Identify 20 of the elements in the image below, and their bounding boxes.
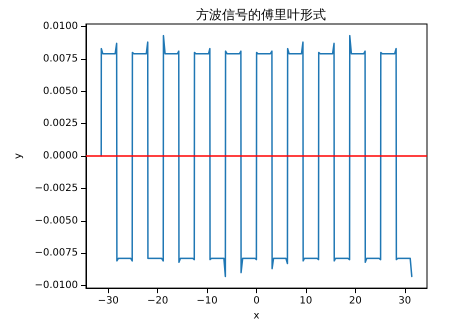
x-tick-label: 10 — [300, 296, 312, 307]
y-tick-label: 0.0100 — [43, 21, 78, 32]
chart-title: 方波信号的傅里叶形式 — [196, 7, 326, 23]
y-axis-title: y — [13, 153, 24, 160]
line-series — [100, 34, 413, 278]
x-tick-label: −20 — [147, 296, 168, 307]
x-axis-title: x — [254, 310, 260, 322]
y-tick-label: 0.0050 — [43, 86, 78, 97]
x-tick-label: −10 — [196, 296, 218, 307]
y-tick-label: 0.0025 — [43, 118, 78, 130]
y-tick-label: −0.0025 — [34, 182, 78, 194]
y-tick-label: −0.0100 — [34, 280, 78, 292]
y-tick-label: −0.0075 — [34, 248, 78, 259]
x-tick-label: 0 — [253, 296, 260, 307]
x-tick-label: −30 — [98, 296, 119, 307]
x-tick-label: 20 — [348, 296, 362, 307]
y-tick-label: 0.0075 — [43, 53, 78, 64]
y-tick-label: −0.0050 — [34, 215, 78, 226]
x-tick-label: 30 — [398, 296, 412, 307]
y-tick-label: 0.0000 — [43, 150, 78, 162]
